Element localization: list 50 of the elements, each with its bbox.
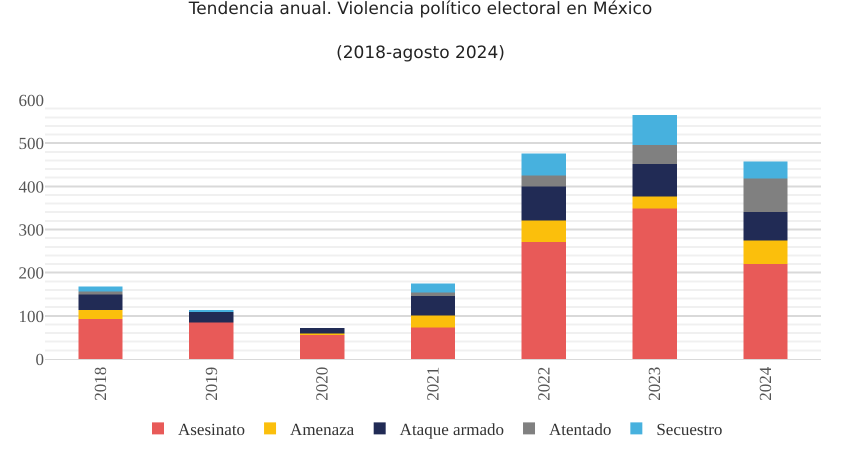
bar	[300, 334, 344, 359]
y-tick-label: 500	[18, 134, 44, 154]
legend-label: Atentado	[549, 420, 612, 439]
bar	[632, 115, 677, 145]
x-tick-label: 2018	[90, 366, 110, 401]
bar	[410, 283, 456, 293]
bar	[522, 220, 566, 242]
bar	[300, 328, 344, 334]
legend-label: Secuestro	[656, 420, 722, 439]
legend-label: Asesinato	[178, 420, 246, 439]
y-tick-label: 100	[18, 306, 44, 326]
bar	[632, 208, 677, 359]
bar	[522, 186, 566, 220]
bar	[522, 154, 566, 176]
bar	[410, 315, 456, 328]
bar	[189, 322, 234, 359]
bar	[743, 162, 788, 179]
y-tick-label: 600	[18, 90, 44, 110]
bar	[410, 296, 456, 316]
x-tick-label: 2024	[756, 366, 776, 401]
bar	[743, 264, 788, 359]
bar	[522, 242, 566, 359]
y-tick-label: 0	[36, 350, 44, 369]
legend-label: Amenaza	[290, 420, 355, 439]
bar	[78, 318, 123, 359]
bar	[78, 310, 123, 319]
bar	[189, 312, 234, 323]
bar	[743, 178, 788, 212]
x-tick-label: 2019	[202, 366, 221, 401]
bar	[522, 176, 566, 186]
bar	[410, 292, 456, 296]
legend-label: Ataque armado	[400, 420, 504, 439]
y-tick-label: 200	[18, 264, 44, 283]
x-tick-label: 2021	[424, 366, 443, 401]
chart-subtitle: (2018-agosto 2024)	[336, 42, 505, 63]
bar	[78, 292, 123, 294]
chart-title: Tendencia anual. Violencia político electoral en México	[188, 0, 652, 19]
bar	[632, 196, 677, 208]
x-tick-label: 2020	[312, 366, 332, 401]
bar	[78, 294, 123, 310]
x-tick-label: 2022	[534, 366, 554, 401]
bar	[410, 327, 456, 359]
bar	[743, 212, 788, 240]
bar	[78, 286, 123, 292]
bar	[743, 240, 788, 264]
y-tick-label: 300	[18, 220, 44, 240]
y-tick-label: 400	[18, 177, 44, 196]
x-tick-label: 2023	[645, 366, 664, 401]
bar	[632, 164, 677, 197]
bar	[632, 144, 677, 164]
